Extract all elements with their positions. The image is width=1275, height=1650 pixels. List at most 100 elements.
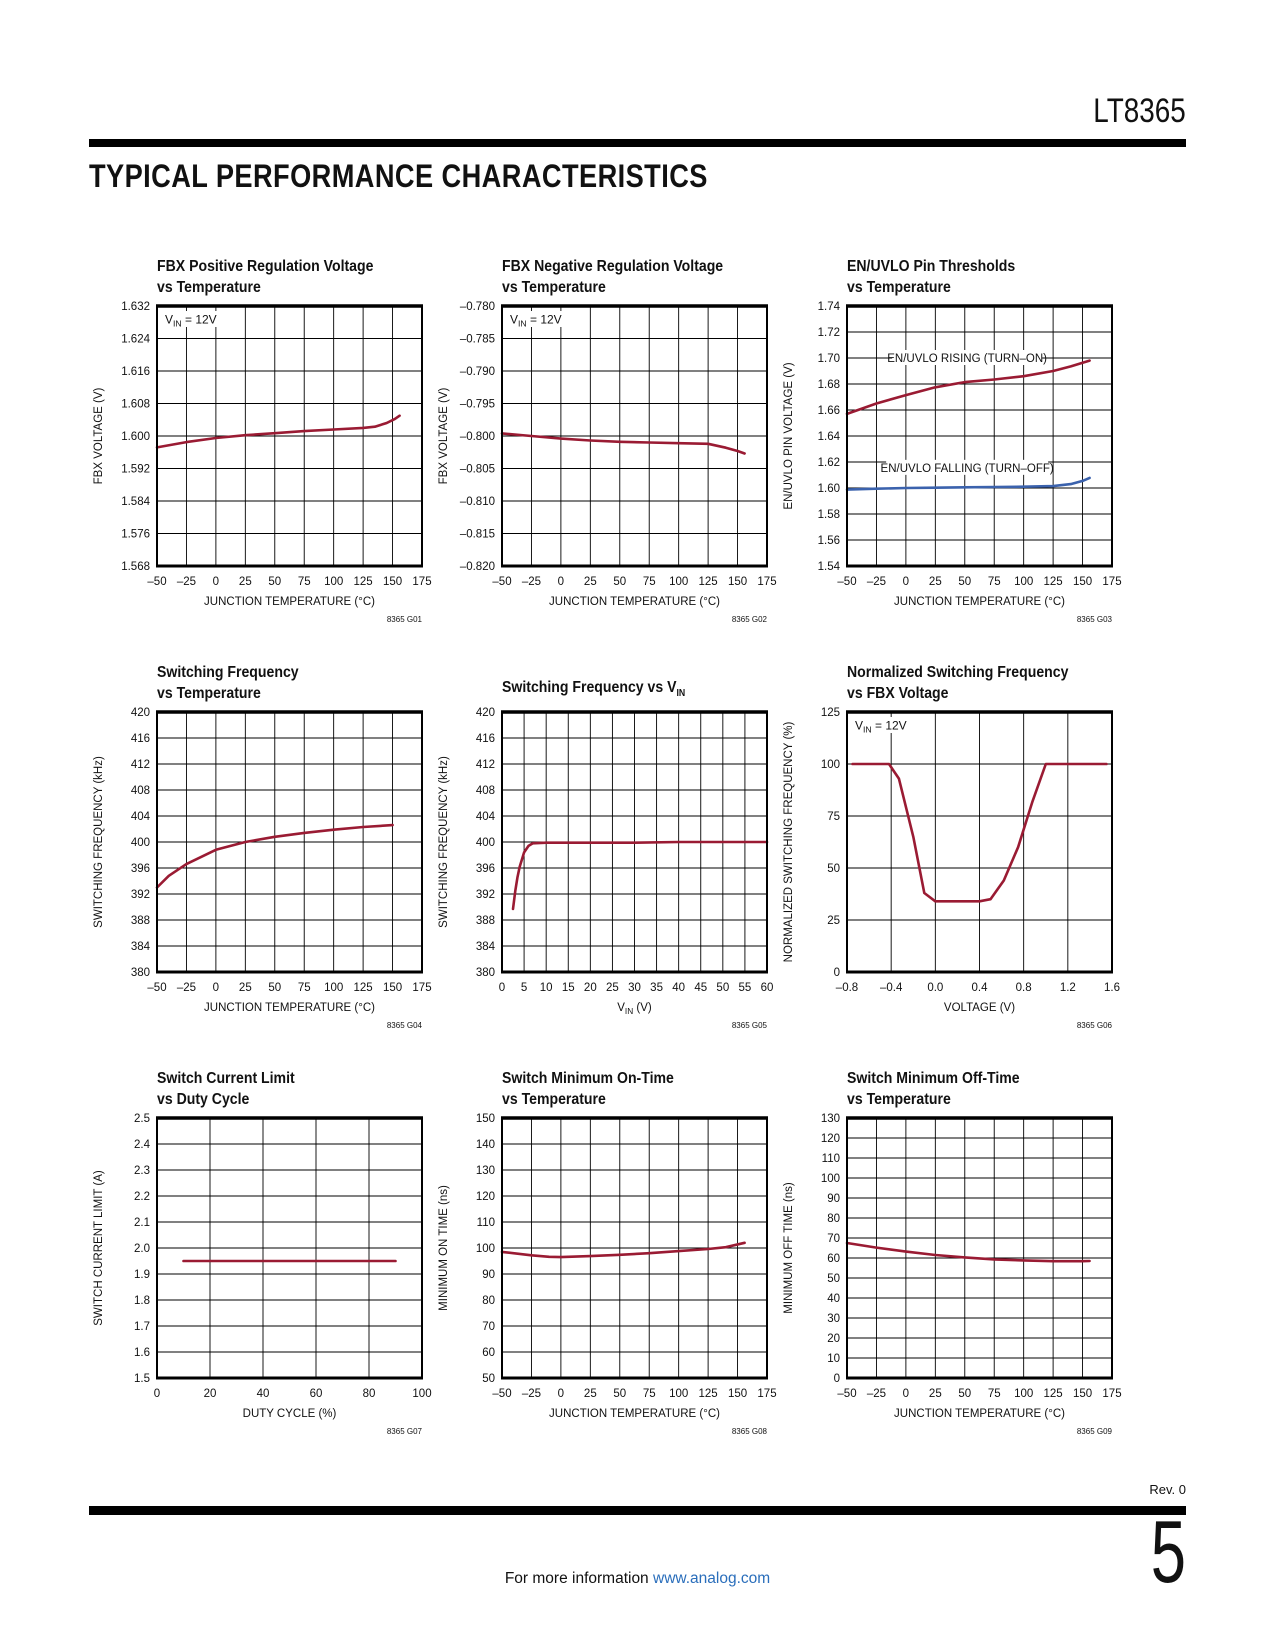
x-axis-label: VOLTAGE (V) bbox=[944, 1002, 1015, 1014]
svg-text:40: 40 bbox=[672, 982, 685, 994]
svg-text:1.62: 1.62 bbox=[818, 457, 840, 469]
chart-title: Switch Current Limit vs Duty Cycle bbox=[157, 1070, 295, 1108]
chart-code: 8365 G02 bbox=[732, 615, 768, 624]
section-title: TYPICAL PERFORMANCE CHARACTERISTICS bbox=[89, 158, 708, 194]
svg-text:1.624: 1.624 bbox=[121, 334, 150, 346]
svg-text:175: 175 bbox=[412, 982, 431, 994]
y-axis-label: MINIMUM OFF TIME (ns) bbox=[783, 1182, 795, 1314]
y-tick-labels: 0 10 20 30 40 50 60 70 80 90 100 110 120 130 bbox=[821, 1113, 840, 1385]
svg-text:50: 50 bbox=[268, 576, 281, 588]
series-curve bbox=[845, 476, 1091, 491]
svg-text:25: 25 bbox=[584, 576, 597, 588]
svg-text:384: 384 bbox=[131, 941, 151, 953]
page-number: 5 bbox=[1150, 1502, 1186, 1601]
svg-text:20: 20 bbox=[827, 1333, 840, 1345]
svg-text:404: 404 bbox=[131, 811, 151, 823]
x-tick-labels: 0 5 10 15 20 25 30 35 40 45 50 55 60 bbox=[499, 982, 774, 994]
svg-text:25: 25 bbox=[239, 982, 252, 994]
svg-text:0: 0 bbox=[558, 1388, 564, 1400]
footer-info-link[interactable]: www.analog.com bbox=[653, 1570, 771, 1587]
chart-canvas: 1.5 1.6 1.7 1.8 1.9 2.0 2.1 2.2 2.3 2.4 2.5 0 20 40 60… bbox=[93, 1113, 432, 1436]
y-tick-labels: 1.568 1.576 1.584 1.592 1.600 1.608 1.616 1.624… bbox=[121, 301, 150, 573]
svg-text:388: 388 bbox=[131, 915, 150, 927]
svg-text:–25: –25 bbox=[522, 1388, 541, 1400]
svg-text:50: 50 bbox=[958, 1388, 971, 1400]
series-curve bbox=[845, 359, 1091, 416]
svg-text:0.8: 0.8 bbox=[1016, 982, 1032, 994]
svg-text:100: 100 bbox=[324, 576, 343, 588]
svg-text:1.576: 1.576 bbox=[121, 529, 150, 541]
svg-text:25: 25 bbox=[584, 1388, 597, 1400]
svg-text:1.68: 1.68 bbox=[818, 379, 840, 391]
svg-text:0: 0 bbox=[903, 1388, 909, 1400]
svg-text:35: 35 bbox=[650, 982, 663, 994]
svg-text:70: 70 bbox=[827, 1233, 840, 1245]
svg-text:125: 125 bbox=[821, 707, 840, 719]
svg-text:0: 0 bbox=[213, 576, 219, 588]
chart-title: Switch Minimum Off-Time vs Temperature bbox=[847, 1070, 1020, 1108]
svg-text:1.66: 1.66 bbox=[818, 405, 840, 417]
chart-title: FBX Positive Regulation Voltage vs Temper… bbox=[157, 258, 374, 296]
y-axis-label: EN/UVLO PIN VOLTAGE (V) bbox=[783, 362, 795, 509]
svg-text:400: 400 bbox=[476, 837, 495, 849]
svg-text:408: 408 bbox=[131, 785, 150, 797]
svg-text:150: 150 bbox=[1073, 1388, 1092, 1400]
svg-text:125: 125 bbox=[354, 576, 373, 588]
y-tick-labels: 0 25 50 75 100 125 bbox=[821, 707, 840, 979]
svg-text:75: 75 bbox=[643, 1388, 656, 1400]
chart-title: Switch Minimum On-Time vs Temperature bbox=[502, 1070, 674, 1108]
svg-text:0: 0 bbox=[499, 982, 505, 994]
gridlines bbox=[157, 306, 422, 566]
svg-text:1.608: 1.608 bbox=[121, 399, 150, 411]
y-axis-label: SWITCH CURRENT LIMIT (A) bbox=[93, 1170, 105, 1326]
chart-code: 8365 G07 bbox=[387, 1427, 423, 1436]
svg-text:2.3: 2.3 bbox=[134, 1165, 150, 1177]
x-tick-labels: –50 –25 0 25 50 75 100 125 150 175 bbox=[837, 1388, 1121, 1400]
svg-text:412: 412 bbox=[131, 759, 150, 771]
svg-text:416: 416 bbox=[131, 733, 150, 745]
svg-text:30: 30 bbox=[827, 1313, 840, 1325]
svg-text:50: 50 bbox=[268, 982, 281, 994]
svg-text:125: 125 bbox=[1044, 1388, 1063, 1400]
curve-label-mask bbox=[892, 350, 1043, 365]
y-tick-labels: 380 384 388 392 396 400 404 408 412 416 420 bbox=[476, 707, 496, 979]
svg-text:1.8: 1.8 bbox=[134, 1295, 150, 1307]
svg-text:2.1: 2.1 bbox=[134, 1217, 150, 1229]
svg-text:175: 175 bbox=[1102, 1388, 1121, 1400]
x-axis-label: JUNCTION TEMPERATURE (°C) bbox=[204, 596, 375, 608]
y-axis-label: FBX VOLTAGE (V) bbox=[93, 387, 105, 484]
svg-text:1.616: 1.616 bbox=[121, 366, 150, 378]
y-tick-labels: 50 60 70 80 90 100 110 120 130 140 150 bbox=[476, 1113, 495, 1385]
svg-text:100: 100 bbox=[1014, 576, 1033, 588]
svg-text:50: 50 bbox=[716, 982, 729, 994]
svg-text:1.632: 1.632 bbox=[121, 301, 150, 313]
svg-text:175: 175 bbox=[1102, 576, 1121, 588]
svg-text:60: 60 bbox=[482, 1347, 495, 1359]
series-curve bbox=[851, 762, 1108, 903]
svg-text:50: 50 bbox=[827, 863, 840, 875]
svg-text:392: 392 bbox=[476, 889, 495, 901]
chart-8365-g04: Switching Frequency vs Temperature 380 384 3… bbox=[89, 646, 434, 1052]
chart-canvas: 380 384 388 392 396 400 404 408 412 416 420 0 5 10 15 2… bbox=[438, 707, 774, 1030]
curve-label-mask bbox=[886, 459, 1049, 475]
svg-text:120: 120 bbox=[476, 1191, 495, 1203]
x-axis-label: JUNCTION TEMPERATURE (°C) bbox=[894, 596, 1065, 608]
footer-info-text: For more information bbox=[504, 1570, 653, 1587]
svg-text:125: 125 bbox=[699, 1388, 718, 1400]
svg-text:1.56: 1.56 bbox=[818, 535, 840, 547]
svg-text:80: 80 bbox=[482, 1295, 495, 1307]
svg-text:130: 130 bbox=[821, 1113, 840, 1125]
svg-text:45: 45 bbox=[694, 982, 707, 994]
y-tick-labels: 380 384 388 392 396 400 404 408 412 416 420 bbox=[131, 707, 151, 979]
svg-text:150: 150 bbox=[476, 1113, 495, 1125]
svg-text:110: 110 bbox=[822, 1153, 840, 1165]
series-curve bbox=[155, 823, 394, 889]
svg-text:5: 5 bbox=[521, 982, 527, 994]
svg-text:384: 384 bbox=[476, 941, 496, 953]
chart-canvas: EN/UVLO RISING (TURN–ON) EN/UVLO FALLING … bbox=[783, 301, 1122, 624]
svg-text:–0.800: –0.800 bbox=[460, 431, 495, 443]
x-axis-label: VIN (V) bbox=[617, 1002, 652, 1016]
svg-text:–0.790: –0.790 bbox=[460, 366, 495, 378]
svg-text:130: 130 bbox=[476, 1165, 495, 1177]
x-axis-label: JUNCTION TEMPERATURE (°C) bbox=[549, 596, 720, 608]
